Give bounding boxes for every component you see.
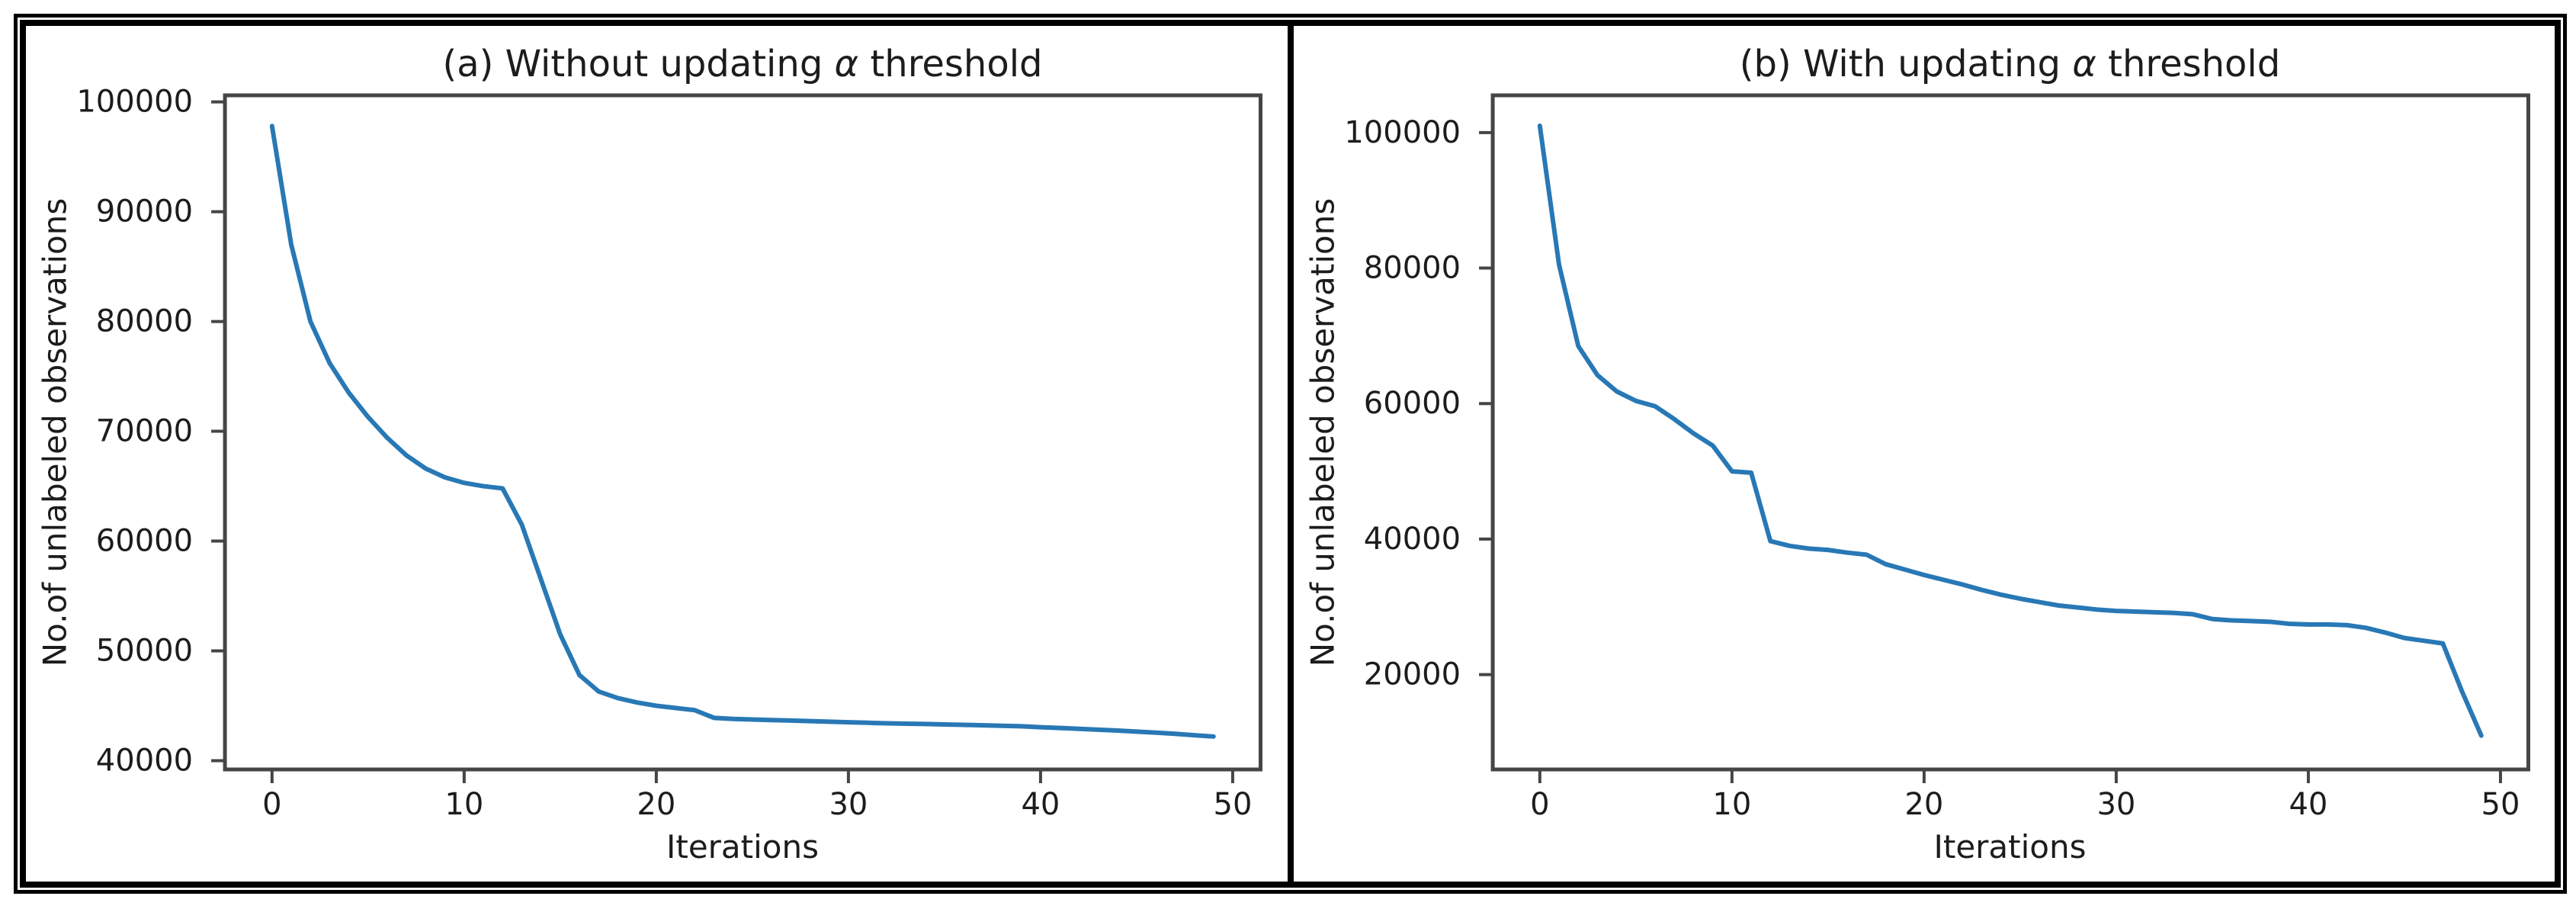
x-tick-label: 0 [262, 787, 281, 822]
axes-spines [1490, 93, 2530, 772]
x-tick-label: 10 [444, 787, 483, 822]
x-tick-label: 40 [1021, 787, 1060, 822]
x-axis-label-a: Iterations [666, 828, 820, 866]
y-axis-label-b: No.of unlabeled observations [1304, 198, 1341, 667]
y-tick-label: 40000 [96, 743, 193, 778]
figure-outer-border: 0 10 20 30 40 50 40000 50000 60000 70000 80000 9000… [14, 14, 2567, 894]
y-tick-label: 40000 [1363, 522, 1460, 557]
x-tick-label: 0 [1530, 787, 1549, 822]
y-tick-label: 100000 [76, 85, 193, 120]
y-tick-label: 80000 [1363, 251, 1460, 286]
chart-title-a: (a) Without updating α threshold [225, 43, 1260, 85]
x-tick-label: 30 [829, 787, 868, 822]
chart-title-b: (b) With updating α threshold [1493, 43, 2528, 85]
series-line [1537, 123, 2484, 738]
figure-inner-border: 0 10 20 30 40 50 40000 50000 60000 70000 80000 9000… [20, 20, 2561, 888]
x-tick-label: 50 [2481, 787, 2520, 822]
x-tick-label: 20 [1904, 787, 1943, 822]
line-plot-a: 0 10 20 30 40 50 40000 50000 60000 70000 80000 9000… [76, 85, 1262, 822]
x-axis-label-b: Iterations [1933, 828, 2087, 866]
y-tick-label: 100000 [1344, 115, 1461, 150]
x-tick-label: 50 [1213, 787, 1252, 822]
chart-title-b-suffix: threshold [2096, 43, 2281, 85]
y-tick-label: 90000 [96, 194, 193, 230]
y-axis-label-a: No.of unlabeled observations [36, 198, 74, 667]
panel-b: 0 10 20 30 40 50 20000 40000 60000 80000 100000 (b… [1287, 26, 2555, 882]
chart-title-a-prefix: (a) Without updating [442, 43, 835, 85]
y-tick-label: 70000 [96, 414, 193, 449]
y-tick-label: 60000 [1363, 386, 1460, 421]
y-tick-label: 20000 [1363, 657, 1460, 692]
y-tick-label: 80000 [96, 304, 193, 339]
line-plot-b: 0 10 20 30 40 50 20000 40000 60000 80000 100000 [1344, 93, 2530, 822]
series-line [269, 124, 1216, 739]
chart-title-a-suffix: threshold [858, 43, 1043, 85]
alpha-symbol: α [834, 43, 859, 85]
y-tick-label: 60000 [96, 524, 193, 559]
y-tick-label: 50000 [96, 634, 193, 669]
chart-title-b-prefix: (b) With updating [1739, 43, 2073, 85]
panel-a: 0 10 20 30 40 50 40000 50000 60000 70000 80000 9000… [26, 26, 1288, 882]
alpha-symbol: α [2072, 43, 2096, 85]
x-tick-label: 30 [2096, 787, 2135, 822]
x-tick-label: 10 [1712, 787, 1751, 822]
x-tick-label: 40 [2289, 787, 2327, 822]
x-tick-label: 20 [637, 787, 675, 822]
